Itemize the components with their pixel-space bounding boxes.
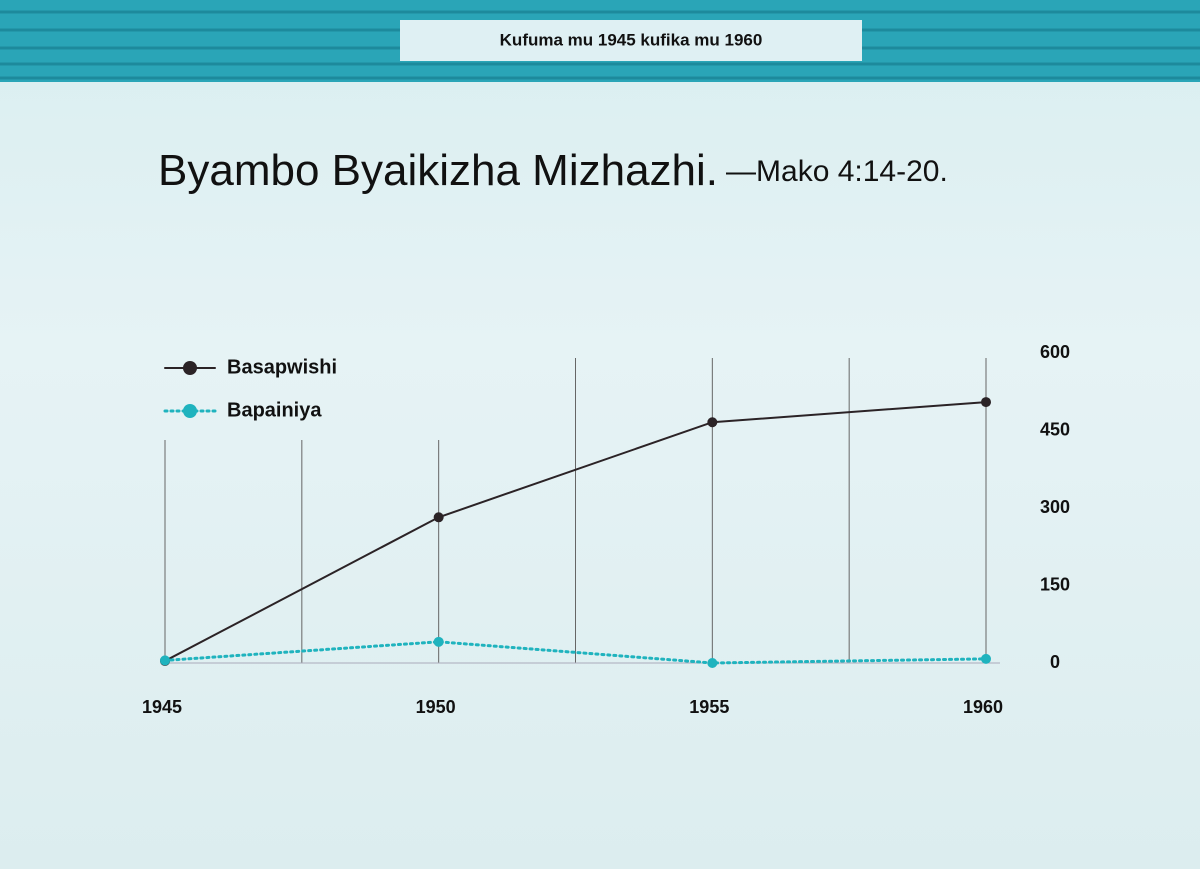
x-tick-label: 1960 [963, 697, 1003, 717]
chart-title: Byambo Byaikizha Mizhazhi. —Mako 4:14-20. [158, 146, 948, 195]
data-point [707, 658, 718, 668]
y-tick-label: 450 [1040, 419, 1070, 439]
data-point [981, 397, 991, 408]
x-tick-label: 1945 [142, 697, 182, 717]
legend-label: Basapwishi [227, 356, 337, 378]
subtitle: —Mako 4:14-20. [726, 155, 948, 188]
title: Byambo Byaikizha Mizhazhi. [158, 146, 718, 195]
y-tick-label: 150 [1040, 574, 1070, 594]
legend-marker [183, 361, 197, 375]
data-point [981, 653, 991, 664]
y-tick-label: 600 [1040, 342, 1070, 362]
data-point [433, 636, 444, 647]
x-tick-label: 1955 [689, 697, 729, 717]
data-point [707, 417, 718, 428]
data-point [433, 512, 444, 523]
banner-text: Kufuma mu 1945 kufika mu 1960 [500, 30, 763, 49]
legend-marker [183, 404, 197, 418]
y-tick-label: 0 [1050, 652, 1060, 672]
series-line [164, 401, 987, 662]
data-point [160, 655, 170, 666]
legend-label: Bapainiya [227, 399, 322, 421]
x-tick-label: 1950 [416, 697, 456, 717]
series-line [163, 640, 988, 665]
y-tick-label: 300 [1040, 497, 1070, 517]
banner-box [400, 20, 862, 61]
